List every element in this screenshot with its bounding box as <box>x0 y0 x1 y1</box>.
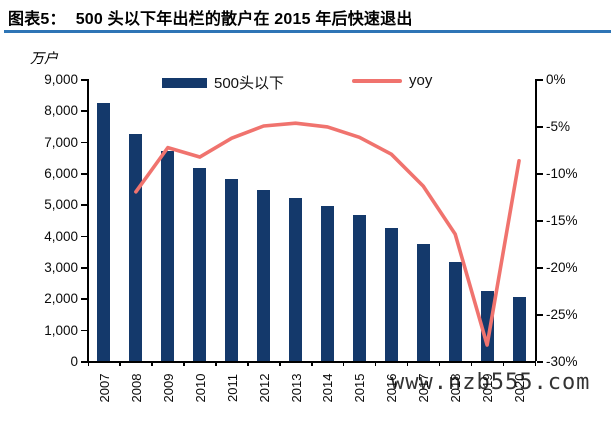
left-axis-line <box>87 79 89 361</box>
yoy-line <box>134 121 521 347</box>
right-axis-tick-label: -20% <box>546 260 578 275</box>
bar-2016 <box>384 227 398 361</box>
x-axis-tick <box>151 361 153 366</box>
x-axis-tick <box>502 361 505 366</box>
bar-series-label: 500头以下 <box>214 75 285 92</box>
bar-2020 <box>512 296 526 361</box>
left-axis-tick-label: 9,000 <box>44 72 78 87</box>
left-axis-tick <box>81 298 87 300</box>
figure-title: 图表5： 500 头以下年出栏的散户在 2015 年后快速退出 <box>8 5 413 29</box>
x-axis-tick <box>87 361 89 366</box>
right-axis-tick <box>536 267 543 269</box>
left-axis-tick-label: 8,000 <box>44 103 78 119</box>
left-axis-tick <box>81 267 87 269</box>
x-axis-tick <box>183 361 185 366</box>
right-axis-tick-label: 0% <box>546 72 566 87</box>
right-axis-tick <box>536 220 543 222</box>
bar-2010 <box>193 168 207 361</box>
bar-2008 <box>129 133 143 361</box>
x-axis-tick <box>438 361 441 366</box>
chart-legend: 500头以下 yoy <box>0 68 611 93</box>
right-axis-tick <box>536 361 543 363</box>
left-axis-tick <box>81 79 87 81</box>
title-underline <box>4 30 611 33</box>
bar-2013 <box>289 198 303 361</box>
right-axis-tick <box>536 314 543 316</box>
right-axis-tick-label: -5% <box>546 119 571 134</box>
left-axis-tick <box>81 173 87 175</box>
left-axis-tick <box>81 235 87 238</box>
bar-2009 <box>161 151 175 361</box>
right-axis-tick <box>536 173 543 175</box>
left-axis-tick-label: 5,000 <box>44 197 78 213</box>
x-axis-tick <box>247 361 249 366</box>
right-axis-tick <box>536 126 543 128</box>
x-axis-tick <box>279 361 281 366</box>
left-axis-tick-label: 3,000 <box>44 260 78 275</box>
bar-2007 <box>97 102 111 361</box>
x-axis-tick <box>406 361 409 366</box>
left-axis-tick <box>81 110 87 112</box>
line-series-swatch <box>352 78 402 83</box>
line-series-label: yoy <box>409 72 433 89</box>
left-axis-unit-label: 万户 <box>30 50 58 66</box>
legend-item-bar-series: 500头以下 <box>162 72 284 93</box>
left-axis-tick-label: 4,000 <box>44 228 78 244</box>
left-axis-tick-label: 7,000 <box>44 134 78 150</box>
right-axis-tick-label: -30% <box>546 354 578 369</box>
left-axis-tick <box>81 204 87 206</box>
bar-2015 <box>352 215 366 361</box>
x-axis-tick <box>534 361 536 366</box>
bar-series-swatch <box>162 77 207 88</box>
right-axis-tick-label: -15% <box>546 213 578 228</box>
right-axis-tick-label: -25% <box>546 307 578 322</box>
legend-item-line-series: yoy <box>352 72 432 89</box>
x-axis-tick <box>119 361 121 366</box>
x-axis-tick <box>470 361 473 366</box>
watermark-text: www.nzb555.com <box>391 370 591 395</box>
x-axis-tick <box>374 361 377 366</box>
left-axis-tick <box>81 329 87 332</box>
bar-2014 <box>320 205 334 361</box>
bar-2019 <box>480 290 494 361</box>
bar-2011 <box>225 179 239 361</box>
right-axis-tick-label: -10% <box>546 166 578 181</box>
x-axis-tick <box>311 361 313 366</box>
right-axis-tick <box>536 79 543 81</box>
left-axis-tick-label: 0 <box>70 354 78 369</box>
x-axis-tick <box>342 361 345 366</box>
left-axis-tick <box>81 141 87 144</box>
bar-2018 <box>448 262 462 361</box>
right-axis-line <box>535 79 537 361</box>
bar-2017 <box>416 243 430 361</box>
left-axis-tick-label: 1,000 <box>44 322 78 338</box>
x-axis-tick <box>215 361 217 366</box>
bar-2012 <box>257 190 271 361</box>
left-axis-tick <box>81 361 87 363</box>
figure-number-label: 图表5： <box>8 11 66 28</box>
left-axis-tick-label: 6,000 <box>44 166 78 181</box>
figure-title-text: 500 头以下年出栏的散户在 2015 年后快速退出 <box>75 11 413 28</box>
left-axis-tick-label: 2,000 <box>44 291 78 307</box>
